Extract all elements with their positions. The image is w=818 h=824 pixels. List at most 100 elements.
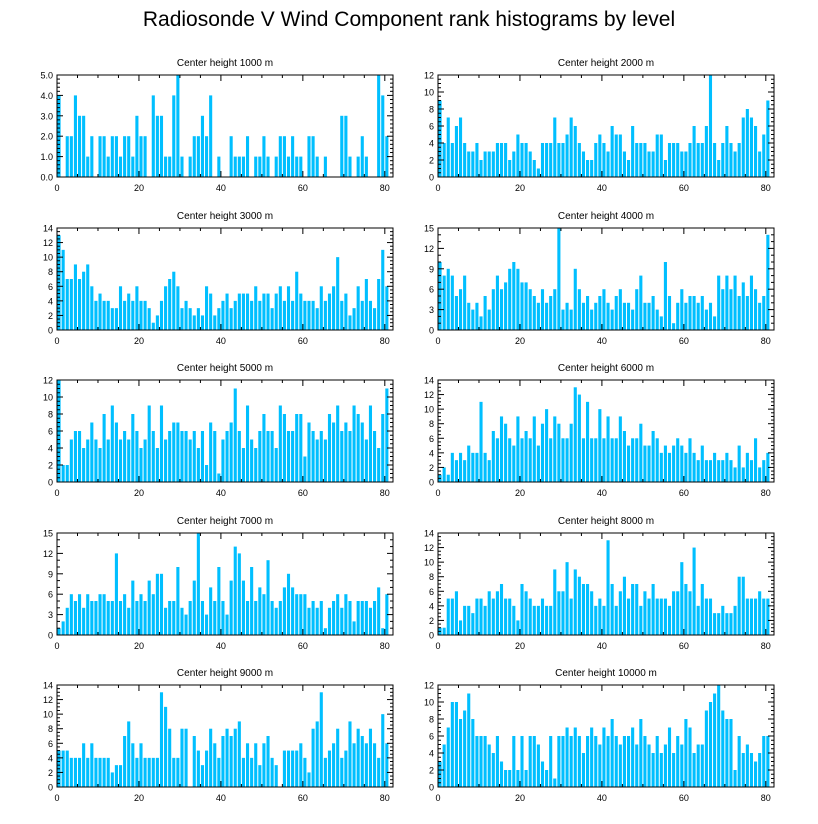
bar: [499, 761, 504, 787]
bar: [360, 601, 364, 635]
bar: [176, 286, 180, 330]
bar: [164, 706, 168, 787]
panel-title: Center height 10000 m: [555, 668, 657, 679]
bar: [512, 605, 516, 635]
bar: [106, 439, 110, 482]
bar: [700, 296, 704, 330]
bar: [729, 613, 733, 635]
bar: [262, 293, 266, 330]
bar: [286, 573, 291, 635]
chart-panel-1: Center height 1000 m 0.0 1.0 2.0 3.0 4.0 5.0 0 2…: [40, 58, 394, 193]
bar: [606, 736, 610, 787]
bar: [688, 727, 692, 787]
bar: [319, 692, 323, 787]
y-tick-label: 2: [429, 616, 434, 626]
bar: [483, 605, 487, 635]
bar: [672, 143, 676, 177]
bar: [73, 264, 77, 330]
bar: [729, 289, 733, 330]
bar: [159, 405, 164, 482]
bar: [245, 405, 250, 482]
bar: [86, 264, 90, 330]
bar: [655, 309, 659, 330]
bar: [540, 761, 545, 787]
bar: [754, 761, 758, 787]
bar: [717, 613, 721, 635]
bar: [602, 289, 606, 330]
x-tick-label: 80: [380, 336, 390, 346]
bar: [598, 296, 602, 330]
bar: [127, 439, 131, 482]
bar: [237, 721, 241, 787]
bar: [245, 293, 250, 330]
bar: [356, 156, 360, 177]
bar: [327, 607, 332, 635]
bar: [581, 753, 586, 787]
y-tick-label: 4: [48, 444, 53, 454]
bar: [692, 296, 696, 330]
bar: [663, 160, 667, 177]
bar: [241, 757, 245, 787]
y-tick-label: 0.0: [40, 173, 53, 183]
bar: [168, 279, 172, 330]
bar: [315, 308, 319, 330]
bar: [491, 598, 495, 635]
bar: [73, 757, 77, 787]
bar: [467, 151, 471, 177]
bar: [450, 702, 454, 787]
bar: [676, 302, 680, 330]
bar: [217, 308, 221, 330]
bar: [606, 302, 610, 330]
bar: [520, 438, 524, 482]
y-tick-label: 12: [43, 376, 53, 386]
bar: [270, 308, 274, 330]
bar: [172, 95, 176, 177]
x-tick-label: 60: [679, 488, 689, 498]
bar: [458, 289, 463, 330]
bar: [467, 693, 471, 787]
bar: [717, 160, 721, 177]
bar: [295, 750, 299, 787]
bar: [61, 465, 65, 482]
bar: [258, 431, 262, 482]
bar: [733, 467, 737, 482]
bar: [622, 736, 626, 787]
bar: [327, 414, 332, 482]
bar: [573, 569, 577, 635]
bar: [184, 614, 188, 635]
bar: [487, 151, 491, 177]
bar: [118, 601, 123, 635]
bar: [651, 753, 655, 787]
bar: [586, 736, 590, 787]
bar: [168, 431, 172, 482]
bar: [86, 439, 90, 482]
bar: [708, 598, 713, 635]
y-tick-label: 9: [48, 569, 53, 579]
bar: [381, 95, 385, 177]
bar: [598, 744, 602, 787]
bar: [86, 156, 90, 177]
y-tick-label: 6: [429, 732, 434, 742]
bar: [364, 156, 368, 177]
bar: [676, 143, 680, 177]
bar: [450, 598, 454, 635]
bar: [94, 757, 98, 787]
bar: [622, 576, 626, 635]
x-tick-label: 0: [435, 488, 440, 498]
bar: [565, 302, 569, 330]
bar: [532, 160, 536, 177]
bar: [332, 422, 336, 482]
bar: [540, 598, 545, 635]
bar: [446, 117, 450, 177]
bar: [602, 605, 606, 635]
chart-panel-8: Center height 8000 m 0 2 4 6 8 10 12 14 0 20 40 60 80: [424, 516, 775, 651]
bar: [368, 300, 373, 330]
bar: [594, 302, 598, 330]
bar: [586, 584, 590, 635]
bar: [172, 422, 176, 482]
bar: [528, 736, 532, 787]
bar: [594, 605, 598, 635]
bar: [749, 598, 754, 635]
bar: [344, 115, 348, 177]
